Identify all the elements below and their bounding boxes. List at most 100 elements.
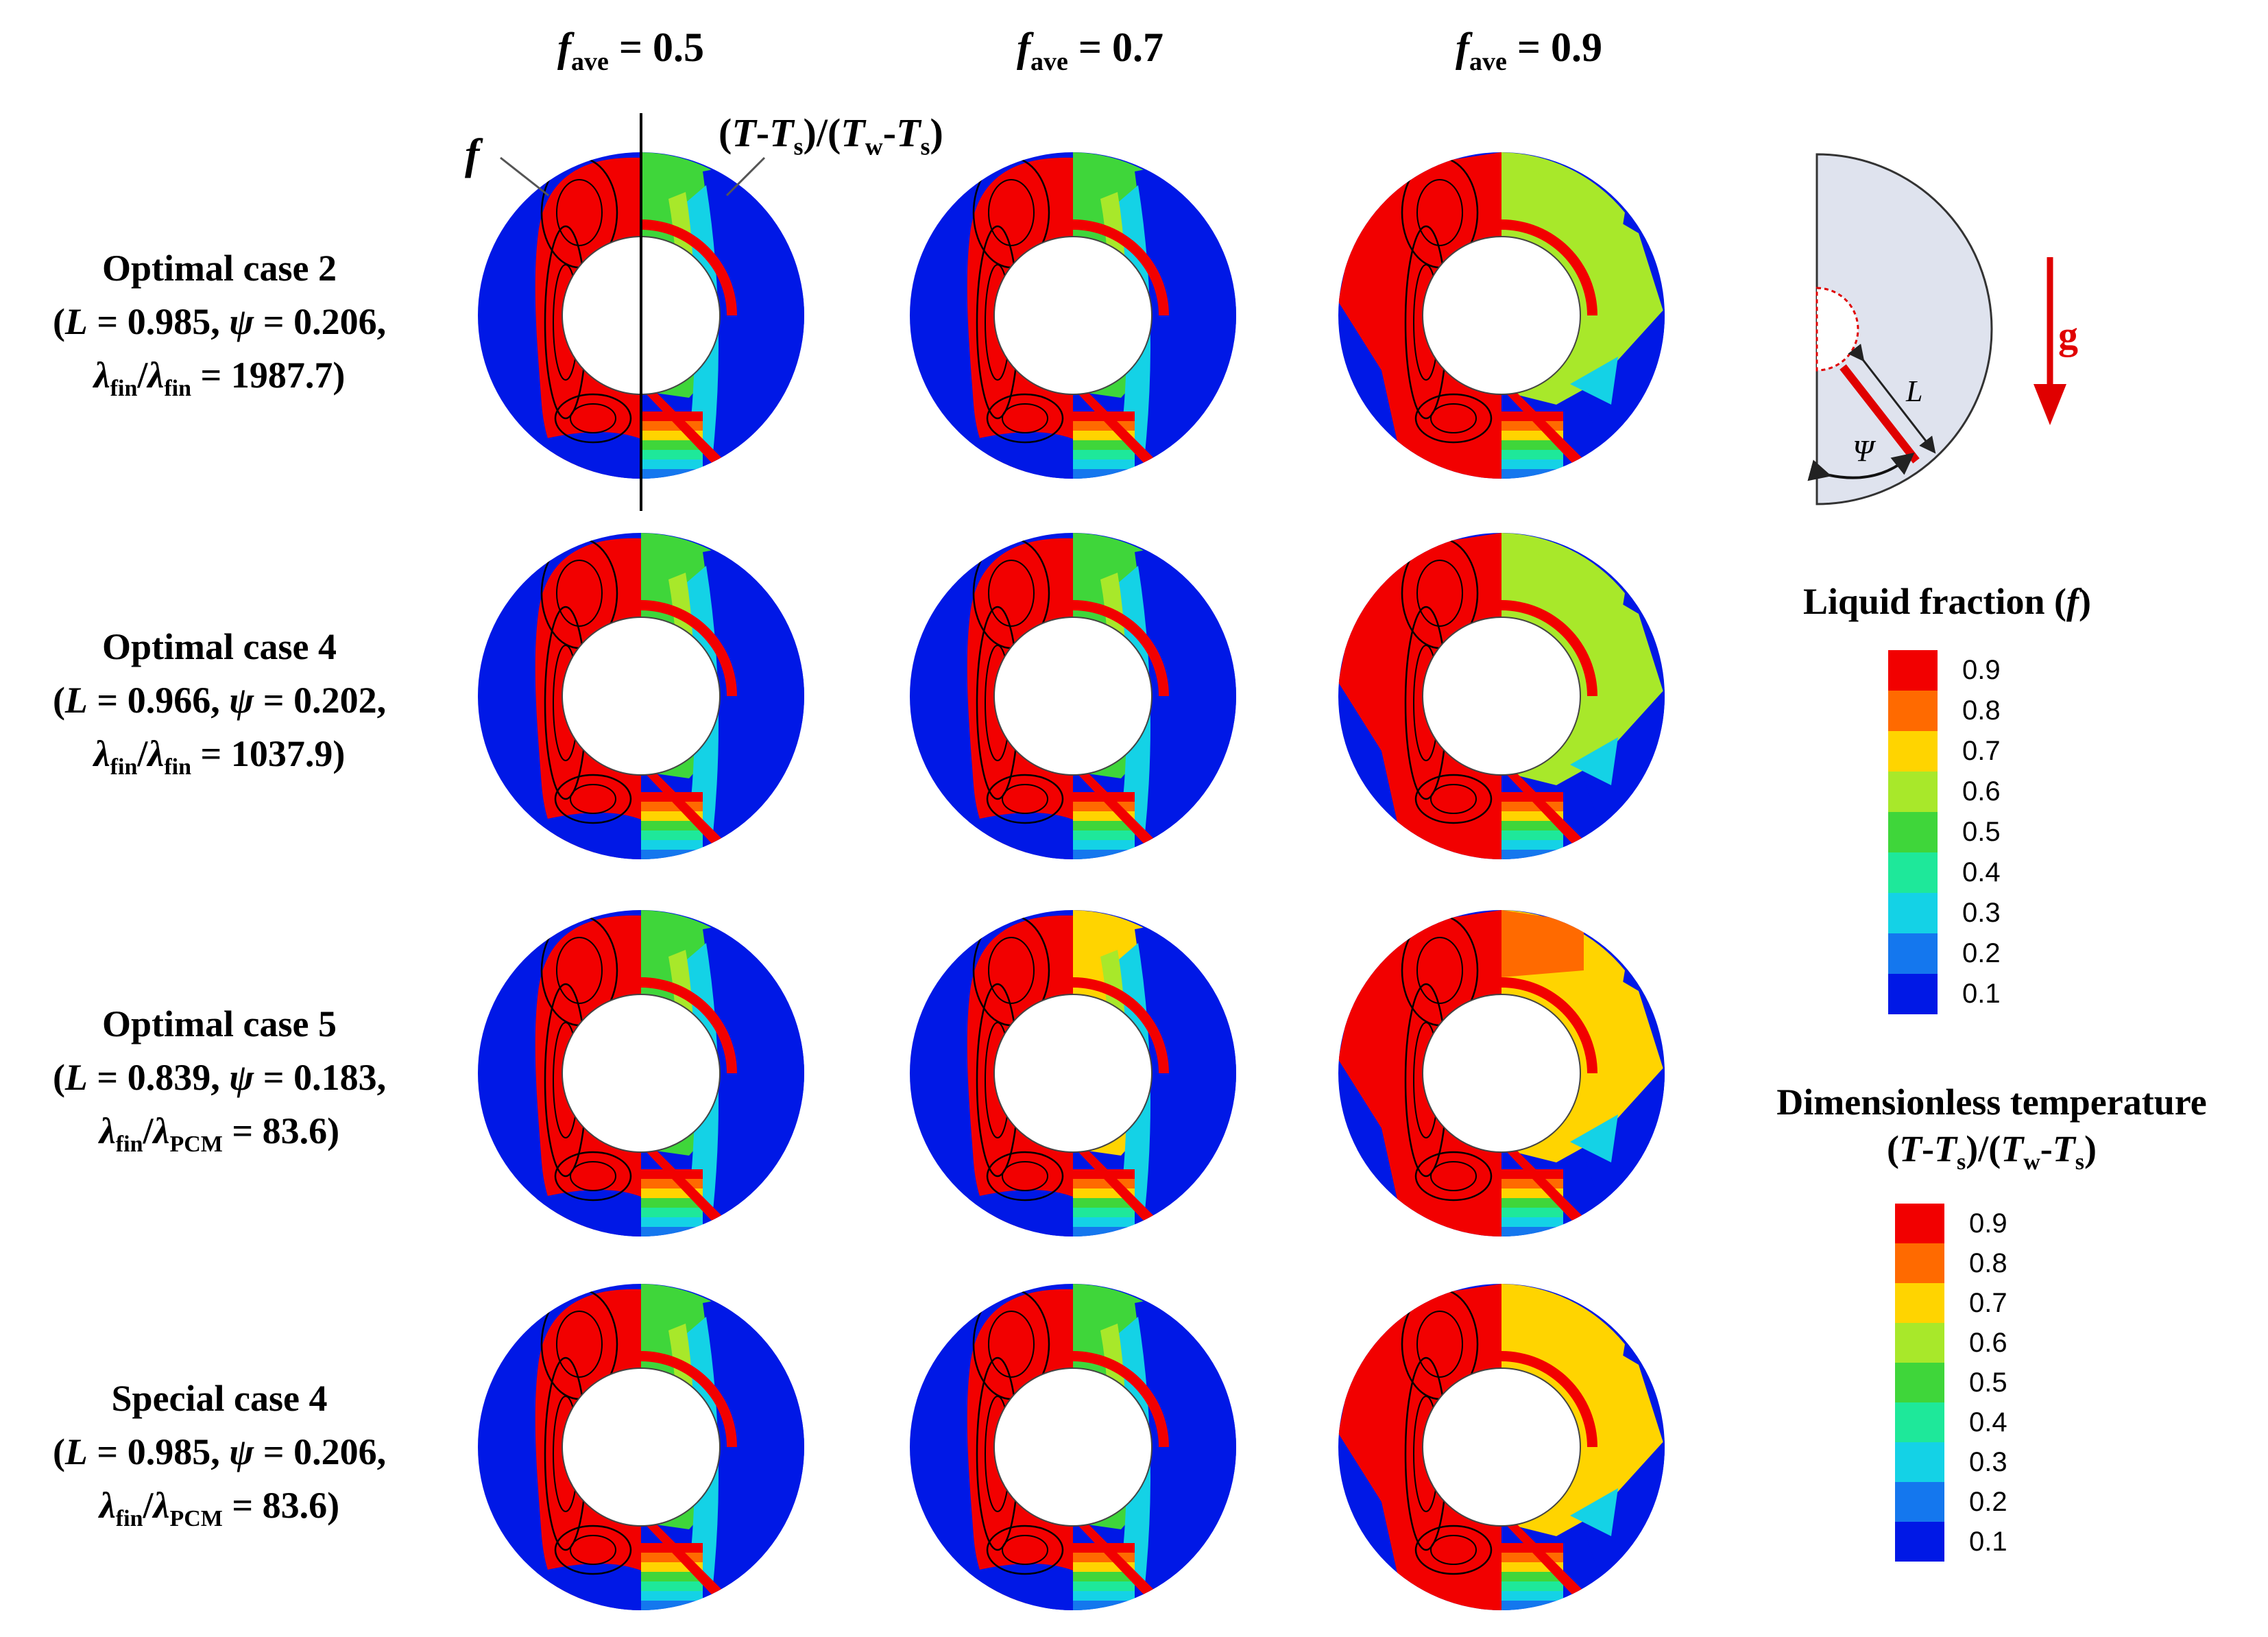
column-header-3: fave = 0.9 bbox=[1455, 25, 1603, 76]
fin bbox=[1507, 391, 1597, 479]
temperature-band bbox=[641, 440, 703, 450]
inner-tube bbox=[1422, 236, 1581, 395]
inner-tube bbox=[1422, 617, 1581, 776]
temperature-band bbox=[1501, 859, 1563, 869]
schematic-L-label: L bbox=[1905, 374, 1922, 408]
legend-swatch bbox=[1888, 772, 1938, 812]
streamline bbox=[1414, 393, 1493, 444]
temperature-band bbox=[1501, 850, 1563, 859]
row-label-4: Special case 4 (L = 0.985, ψ = 0.206, λf… bbox=[52, 1378, 387, 1531]
legend-swatch-row: 0.4 bbox=[1895, 1402, 2007, 1442]
f-annotation: f bbox=[465, 130, 480, 178]
temperature-band bbox=[1501, 479, 1563, 488]
schematic-angle-arc bbox=[1807, 453, 1915, 481]
fin bbox=[1507, 772, 1597, 859]
temperature-band bbox=[1501, 1236, 1563, 1246]
legend-swatch bbox=[1895, 1442, 1944, 1482]
solid-region bbox=[1135, 910, 1236, 1236]
streamline bbox=[570, 784, 616, 814]
streamline bbox=[570, 403, 616, 433]
temperature-band bbox=[1073, 840, 1135, 850]
gravity-label: g bbox=[2058, 313, 2078, 357]
boundary-layer bbox=[1073, 1351, 1169, 1447]
temperature-annotation: (T-Ts)/(Tw-Ts) bbox=[719, 110, 943, 160]
liquid-region bbox=[1338, 1284, 1501, 1610]
streamline bbox=[554, 774, 632, 824]
streamline bbox=[1002, 1535, 1048, 1565]
temperature-band bbox=[641, 840, 703, 850]
row-label-2: Optimal case 4 (L = 0.966, ψ = 0.202, λf… bbox=[52, 626, 387, 780]
temperature-region bbox=[1570, 737, 1618, 785]
fin bbox=[1078, 1149, 1169, 1236]
streamline bbox=[988, 560, 1035, 627]
temperature-region bbox=[1570, 357, 1618, 405]
legend-swatch bbox=[1888, 691, 1938, 731]
legend-swatch bbox=[1888, 731, 1938, 772]
legend-swatch bbox=[1888, 852, 1938, 893]
legend-tick-label: 0.6 bbox=[1962, 776, 2001, 806]
legend-swatch bbox=[1895, 1243, 1944, 1283]
legend-swatch-row: 0.8 bbox=[1895, 1243, 2007, 1283]
row-label-1: Optimal case 2 (L = 0.985, ψ = 0.206, λf… bbox=[52, 248, 387, 401]
streamline bbox=[554, 393, 632, 444]
temperature-band bbox=[1073, 802, 1135, 811]
streamline bbox=[1430, 1161, 1477, 1191]
solid-region bbox=[478, 1564, 641, 1610]
temperature-legend-title: Dimensionless temperature (T-Ts)/(Tw-Ts) bbox=[1776, 1082, 2207, 1175]
temperature-band bbox=[641, 479, 703, 488]
boundary-layer bbox=[1501, 977, 1597, 1073]
boundary-layer bbox=[1501, 600, 1597, 696]
temperature-band bbox=[641, 1198, 703, 1208]
legend-swatch-row: 0.2 bbox=[1895, 1482, 2007, 1522]
solid-region bbox=[703, 152, 804, 479]
legend-swatch bbox=[1895, 1363, 1944, 1402]
gravity-arrow bbox=[2034, 257, 2066, 425]
temperature-band bbox=[1501, 1217, 1563, 1227]
streamline bbox=[1414, 1151, 1493, 1202]
inner-tube bbox=[993, 236, 1153, 395]
temperature-band bbox=[1073, 469, 1135, 479]
streamline bbox=[1430, 784, 1477, 814]
temperature-band bbox=[1501, 459, 1563, 469]
legend-tick-label: 0.4 bbox=[1969, 1407, 2007, 1437]
legend-swatch bbox=[1888, 650, 1938, 691]
streamline bbox=[556, 1311, 603, 1378]
legend-swatch-row: 0.9 bbox=[1888, 650, 2001, 691]
legend-tick-label: 0.9 bbox=[1969, 1208, 2007, 1239]
temperature-band bbox=[641, 831, 703, 840]
legend-swatch-row: 0.5 bbox=[1895, 1363, 2007, 1402]
temperature-band bbox=[1501, 1227, 1563, 1236]
inner-tube bbox=[562, 1367, 721, 1527]
legend-tick-label: 0.7 bbox=[1962, 736, 2001, 766]
temperature-band bbox=[641, 421, 703, 431]
temperature-band bbox=[1073, 1572, 1135, 1581]
legend-tick-label: 0.9 bbox=[1962, 655, 2001, 685]
temperature-band bbox=[1073, 850, 1135, 859]
legend-swatch-row: 0.5 bbox=[1888, 812, 2001, 852]
temperature-band bbox=[641, 1581, 703, 1591]
temperature-band bbox=[1501, 1179, 1563, 1188]
legend-swatch-row: 0.7 bbox=[1895, 1283, 2007, 1323]
temperature-band bbox=[1073, 459, 1135, 469]
temperature-band bbox=[1073, 1610, 1135, 1620]
streamline bbox=[556, 560, 603, 627]
temperature-band bbox=[641, 1572, 703, 1581]
temperature-band bbox=[1073, 450, 1135, 459]
temperature-band bbox=[1501, 1581, 1563, 1591]
inner-tube bbox=[562, 617, 721, 776]
fin bbox=[1078, 772, 1169, 859]
legend-tick-label: 0.4 bbox=[1962, 857, 2001, 887]
temperature-region bbox=[1501, 910, 1584, 977]
schematic-psi-label: Ψ bbox=[1853, 434, 1877, 468]
temperature-band bbox=[1501, 831, 1563, 840]
fin bbox=[1507, 1522, 1597, 1610]
solid-region bbox=[910, 432, 1073, 479]
temperature-band bbox=[641, 1208, 703, 1217]
streamline bbox=[1002, 1161, 1048, 1191]
solid-region bbox=[703, 533, 804, 859]
boundary-layer bbox=[1501, 219, 1597, 315]
temperature-band bbox=[1501, 1601, 1563, 1610]
boundary-layer bbox=[641, 977, 737, 1073]
legend-swatch-row: 0.1 bbox=[1895, 1522, 2007, 1562]
temperature-band bbox=[1501, 450, 1563, 459]
